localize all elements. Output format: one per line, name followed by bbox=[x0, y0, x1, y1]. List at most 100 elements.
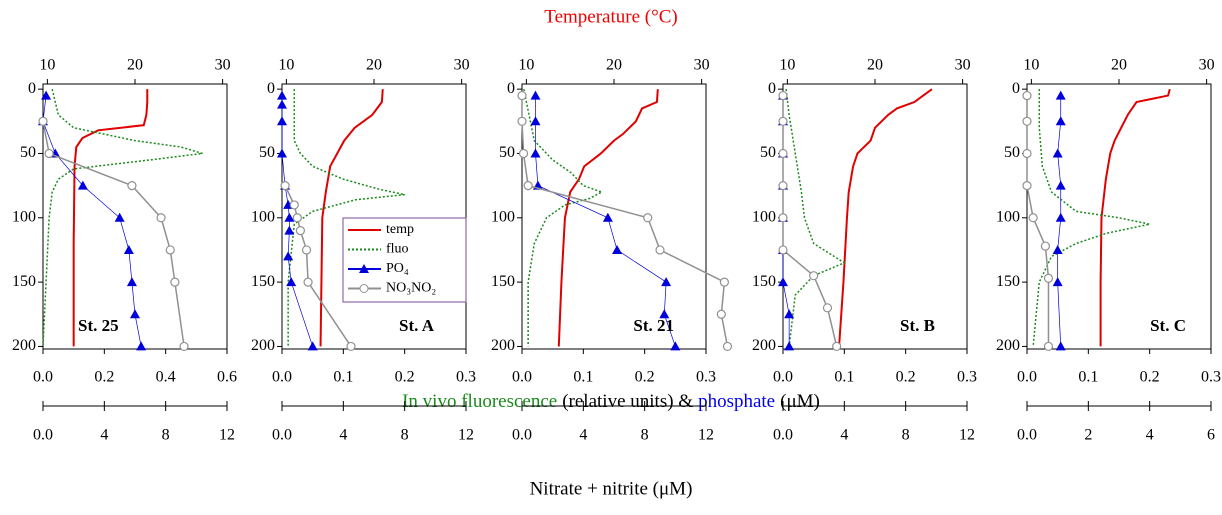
label-part: phosphate bbox=[698, 391, 775, 412]
y-tick-label: 50 bbox=[1004, 144, 1020, 161]
fluo-tick-label: 0.2 bbox=[635, 369, 655, 386]
plot-frame bbox=[1026, 83, 1212, 350]
plot-frame bbox=[782, 83, 968, 350]
po4-marker bbox=[1055, 90, 1066, 100]
nitrate-marker bbox=[44, 148, 54, 159]
fluo-tick-label: 0.1 bbox=[1078, 369, 1098, 386]
nitrate-tick-label: 0.0 bbox=[1017, 427, 1037, 444]
fluo-tick-label: 0.0 bbox=[773, 369, 793, 386]
nitrate-marker bbox=[517, 90, 527, 101]
fluo-tick-label: 0.1 bbox=[573, 369, 593, 386]
y-tick-label: 50 bbox=[760, 144, 776, 161]
nitrate-marker bbox=[1022, 148, 1032, 159]
nitrate-marker bbox=[778, 116, 788, 126]
legend-marker bbox=[359, 264, 369, 273]
fluo-tick-label: 0.4 bbox=[156, 369, 176, 386]
temp-tick-label: 10 bbox=[278, 57, 294, 74]
nitrate-tick-label: 4 bbox=[339, 427, 347, 444]
fluo-tick-label: 0.2 bbox=[94, 369, 114, 386]
legend-label: NO₃NO₂ bbox=[386, 281, 436, 296]
y-tick-label: 200 bbox=[752, 337, 776, 354]
fluo-tick-label: 0.3 bbox=[1201, 369, 1221, 386]
legend-label: temp bbox=[386, 222, 414, 237]
po4-marker bbox=[41, 90, 52, 100]
nitrate-marker bbox=[289, 200, 299, 210]
po4-marker bbox=[661, 277, 672, 287]
po4-marker bbox=[602, 212, 613, 222]
label-part: (μM) bbox=[780, 391, 820, 412]
profile-line bbox=[319, 89, 384, 347]
y-tick-label: 100 bbox=[996, 208, 1020, 225]
nitrate-marker bbox=[38, 116, 48, 126]
po4-marker bbox=[1052, 244, 1063, 254]
nitrate-marker bbox=[655, 245, 665, 255]
po4-marker bbox=[307, 341, 318, 351]
nitrate-marker bbox=[778, 213, 788, 223]
plot-frame bbox=[281, 83, 467, 350]
po4-marker bbox=[1055, 341, 1066, 351]
nitrate-tick-label: 0.0 bbox=[33, 427, 53, 444]
fluo-tick-label: 0.2 bbox=[395, 369, 415, 386]
nitrate-tick-label: 4 bbox=[100, 427, 108, 444]
fluo-tick-label: 0.0 bbox=[33, 369, 53, 386]
nitrate-marker bbox=[346, 341, 356, 352]
nitrate-marker bbox=[523, 181, 533, 191]
nitrate-tick-label: 2 bbox=[1084, 427, 1092, 444]
nitrate-tick-label: 12 bbox=[698, 427, 714, 444]
nitrate-tick-label: 8 bbox=[902, 427, 910, 444]
station-title: St. C bbox=[1150, 316, 1186, 335]
y-tick-label: 200 bbox=[996, 337, 1020, 354]
fluorescence-axis-title: In vivo fluorescence (relative units) & ph… bbox=[402, 391, 820, 412]
nitrate-marker bbox=[1043, 273, 1054, 283]
po4-marker bbox=[778, 277, 788, 287]
temp-tick-label: 20 bbox=[366, 57, 382, 74]
y-tick-label: 150 bbox=[996, 273, 1020, 290]
y-tick-label: 0 bbox=[507, 80, 515, 97]
y-tick-label: 0 bbox=[267, 80, 275, 97]
po4-marker bbox=[136, 341, 147, 351]
y-tick-label: 100 bbox=[491, 208, 515, 225]
legend-label: fluo bbox=[386, 242, 409, 257]
label-part: In vivo fluorescence bbox=[402, 391, 557, 412]
y-tick-label: 0 bbox=[768, 80, 776, 97]
y-tick-label: 100 bbox=[752, 208, 776, 225]
fluo-tick-label: 0.0 bbox=[272, 369, 292, 386]
po4-marker bbox=[530, 148, 541, 158]
po4-marker bbox=[126, 277, 137, 287]
po4-marker bbox=[612, 244, 623, 254]
po4-marker bbox=[130, 309, 140, 319]
nitrate-marker bbox=[832, 341, 842, 352]
nitrate-marker bbox=[778, 245, 788, 255]
nitrate-marker bbox=[127, 181, 137, 191]
y-tick-label: 150 bbox=[752, 273, 776, 290]
nitrate-marker bbox=[1028, 213, 1038, 223]
profile-line bbox=[1099, 88, 1171, 347]
y-tick-label: 0 bbox=[1012, 80, 1020, 97]
po4-marker bbox=[670, 341, 681, 351]
profile-line bbox=[838, 88, 933, 347]
fluo-tick-label: 0.2 bbox=[1140, 369, 1160, 386]
nitrate-marker bbox=[778, 148, 788, 159]
profile-line bbox=[42, 88, 203, 347]
fluo-tick-label: 0.0 bbox=[512, 369, 532, 386]
temp-tick-label: 30 bbox=[454, 57, 470, 74]
temp-tick-label: 10 bbox=[779, 57, 795, 74]
po4-marker bbox=[283, 251, 294, 261]
label-part: (relative units) & bbox=[562, 391, 693, 412]
fluo-tick-label: 0.1 bbox=[333, 369, 353, 386]
nitrate-marker bbox=[170, 277, 180, 287]
po4-marker bbox=[659, 309, 670, 319]
nitrate-marker bbox=[719, 277, 730, 287]
po4-marker bbox=[530, 116, 541, 126]
station-title: St. A bbox=[399, 316, 435, 335]
fluo-tick-label: 0.6 bbox=[217, 369, 237, 386]
y-tick-label: 200 bbox=[251, 337, 275, 354]
po4-marker bbox=[530, 90, 541, 100]
plot-frame bbox=[42, 83, 228, 350]
y-tick-label: 100 bbox=[251, 208, 275, 225]
y-tick-label: 150 bbox=[491, 273, 515, 290]
legend-marker bbox=[359, 284, 369, 293]
legend-label: PO₄ bbox=[386, 261, 409, 276]
po4-marker bbox=[277, 99, 287, 109]
